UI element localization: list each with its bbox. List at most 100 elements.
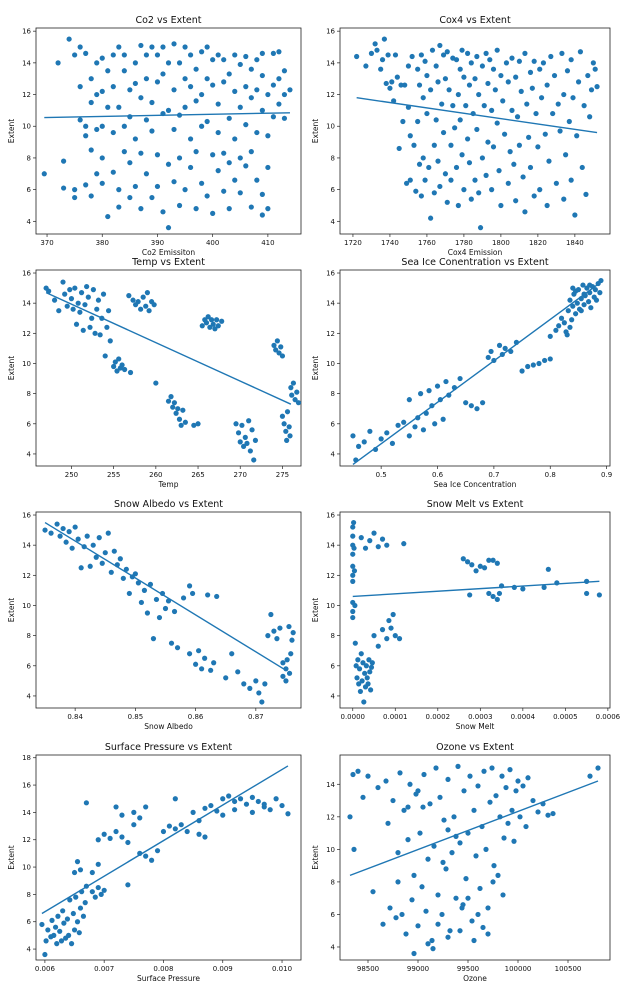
- scatter-point: [61, 920, 67, 926]
- scatter-point: [119, 812, 125, 818]
- scatter-point: [215, 323, 221, 329]
- scatter-point: [113, 828, 119, 835]
- scatter-point: [184, 828, 190, 835]
- scatter-point: [98, 891, 104, 898]
- scatter-point: [286, 424, 292, 430]
- x-axis-label: Snow Melt: [456, 722, 495, 731]
- scatter-point: [154, 152, 161, 158]
- scatter-point: [270, 50, 276, 56]
- scatter-point: [100, 291, 107, 297]
- scatter-point: [394, 74, 400, 80]
- scatter-point: [180, 407, 186, 413]
- scatter-point: [516, 142, 522, 148]
- scatter-point: [99, 55, 105, 61]
- scatter-point: [175, 406, 181, 412]
- x-tick-label: 1820: [529, 239, 547, 247]
- scatter-point: [463, 103, 469, 109]
- scatter-point: [199, 180, 205, 186]
- scatter-point: [579, 164, 585, 171]
- scatter-point: [432, 421, 438, 427]
- scatter-point: [223, 675, 229, 681]
- scatter-point: [187, 136, 194, 142]
- scatter-point: [429, 937, 435, 944]
- scatter-point: [137, 815, 143, 821]
- scatter-point: [162, 605, 169, 612]
- scatter-point: [407, 133, 413, 139]
- scatter-point: [193, 149, 199, 155]
- scatter-point: [533, 110, 539, 117]
- scatter-point: [350, 578, 356, 584]
- scatter-point: [490, 144, 497, 150]
- scatter-point: [122, 366, 128, 373]
- scatter-point: [116, 204, 122, 210]
- scatter-point: [237, 61, 243, 68]
- scatter-point: [104, 324, 110, 330]
- scatter-point: [203, 320, 210, 326]
- scatter-point: [125, 839, 131, 846]
- scatter-point: [171, 608, 178, 615]
- scatter-point: [501, 835, 507, 841]
- scatter-point: [567, 297, 573, 303]
- scatter-point: [130, 297, 136, 303]
- scatter-point: [592, 287, 598, 293]
- scatter-point: [425, 941, 431, 947]
- scatter-point: [172, 826, 178, 832]
- scatter-point: [166, 823, 172, 829]
- chart-panel-5: Snow Albedo vs Extent 0.84 0.85 0.86 0.87 4 6 8…: [7, 499, 302, 731]
- scatter-point: [253, 678, 259, 684]
- scatter-point: [149, 99, 155, 106]
- scatter-point: [233, 421, 239, 427]
- scatter-point: [113, 804, 119, 810]
- scatter-point: [76, 930, 82, 936]
- scatter-point: [570, 303, 576, 309]
- scatter-point: [210, 82, 216, 88]
- scatter-point: [409, 897, 415, 903]
- scatter-point: [355, 657, 361, 663]
- scatter-point: [105, 530, 111, 536]
- scatter-point: [434, 383, 441, 389]
- scatter-point: [51, 932, 57, 939]
- scatter-point: [199, 666, 205, 672]
- scatter-point: [232, 798, 238, 805]
- scatter-point: [440, 416, 446, 422]
- scatter-point: [565, 308, 571, 314]
- scatter-point: [120, 575, 126, 581]
- scatter-point: [77, 905, 84, 911]
- scatter-point: [351, 519, 357, 526]
- scatter-point: [280, 673, 286, 679]
- scatter-point: [66, 529, 72, 535]
- scatter-point: [138, 599, 144, 606]
- scatter-point: [121, 68, 127, 74]
- scatter-point: [465, 895, 471, 901]
- y-tick-label: 12: [326, 330, 335, 338]
- scatter-point: [437, 794, 443, 800]
- scatter-point: [138, 150, 144, 156]
- scatter-point: [276, 49, 282, 55]
- scatter-point: [171, 41, 177, 47]
- scatter-point: [60, 908, 66, 914]
- scatter-point: [381, 36, 387, 42]
- scatter-point: [93, 554, 99, 560]
- scatter-point: [60, 525, 66, 532]
- scatter-point: [401, 541, 407, 547]
- scatter-point: [132, 183, 138, 190]
- scatter-point: [176, 60, 183, 66]
- scatter-point: [446, 87, 452, 93]
- scatter-point: [429, 47, 436, 53]
- scatter-point: [92, 330, 98, 336]
- scatter-point: [372, 41, 378, 47]
- scatter-point: [63, 539, 69, 545]
- scatter-point: [545, 812, 551, 818]
- scatter-point: [472, 76, 478, 82]
- scatter-point: [221, 188, 227, 194]
- scatter-point: [187, 164, 194, 171]
- scatter-point: [411, 872, 417, 878]
- scatter-point: [149, 128, 155, 134]
- scatter-point: [496, 168, 502, 174]
- scatter-point: [61, 185, 67, 191]
- scatter-point: [451, 814, 457, 820]
- x-tick-label: 1800: [492, 239, 510, 247]
- scatter-point: [287, 433, 293, 439]
- scatter-point: [522, 50, 528, 56]
- scatter-point: [588, 305, 594, 311]
